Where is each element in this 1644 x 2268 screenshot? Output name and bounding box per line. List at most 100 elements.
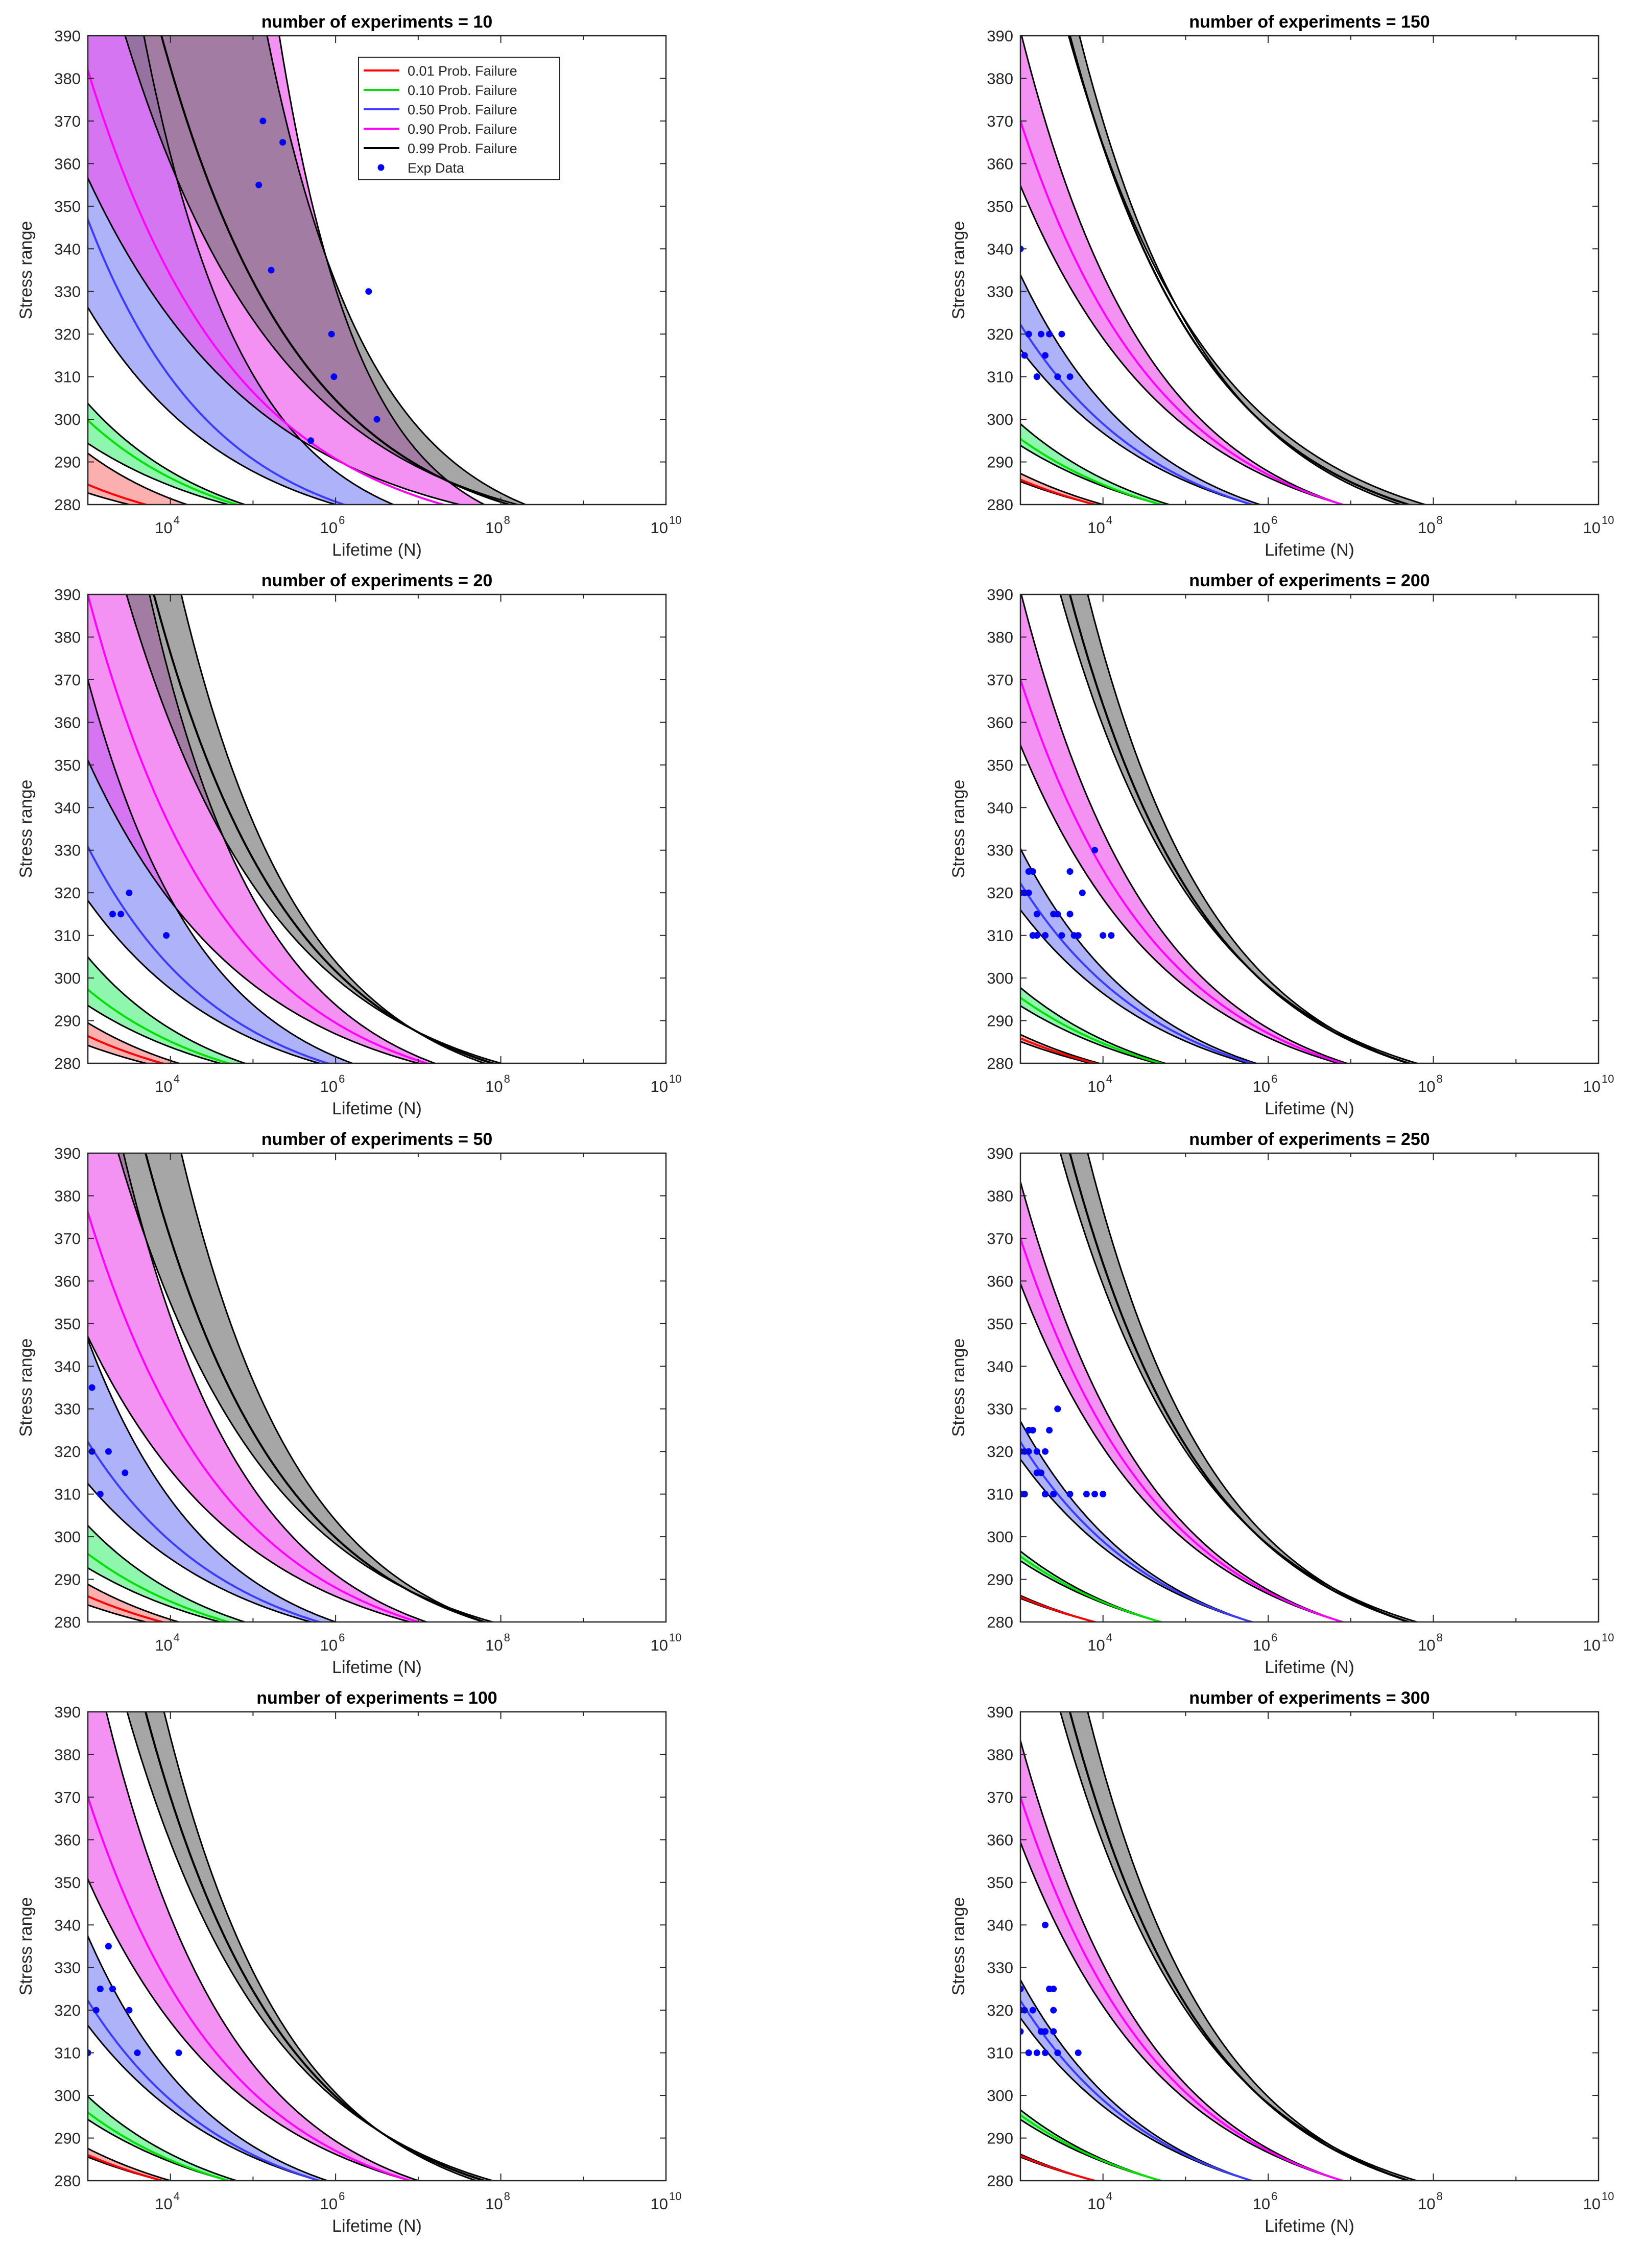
exp-data-point: [939, 1900, 945, 1907]
exp-data-point: [864, 1879, 871, 1885]
exp-data-point: [939, 1815, 945, 1822]
x-axis-label: Lifetime (N): [332, 540, 422, 560]
legend-label: 0.01 Prob. Failure: [408, 63, 517, 79]
x-tick-label: 10: [1418, 1636, 1435, 1654]
exp-data-point: [844, 1730, 850, 1736]
exp-data-point: [988, 1469, 995, 1476]
upper-bound-p50: [88, 899, 322, 1063]
exp-data-point: [939, 1900, 945, 1907]
y-tick-label: 300: [54, 1528, 81, 1546]
exp-data-point: [873, 1730, 879, 1736]
exp-data-point: [873, 160, 879, 167]
exp-data-point: [959, 1815, 966, 1822]
exp-data-point: [972, 288, 979, 295]
exp-data-point: [889, 741, 896, 747]
exp-data-point: [935, 182, 941, 188]
y-tick-label: 330: [987, 283, 1013, 301]
x-tick-label: 10: [485, 519, 503, 537]
exp-data-point: [0, 1922, 1, 1928]
exp-data-point: [972, 890, 979, 896]
exp-data-point: [43, 2028, 50, 2035]
exp-data-point: [901, 612, 908, 619]
exp-data-point: [864, 1815, 871, 1822]
exp-data-point: [881, 1858, 888, 1865]
y-tick-label: 320: [54, 325, 81, 343]
exp-data-point: [901, 1964, 908, 1971]
exp-data-point: [931, 267, 937, 274]
y-tick-label: 330: [987, 1959, 1013, 1977]
exp-data-point: [1000, 868, 1007, 875]
y-tick-label: 330: [987, 842, 1013, 860]
exp-data-point: [881, 1214, 888, 1221]
y-tick-label: 350: [987, 198, 1013, 216]
exp-data-point: [922, 1900, 929, 1907]
lower-bound-p90: [1020, 594, 1349, 1063]
exp-data-point: [893, 1900, 900, 1907]
exp-data-point: [889, 1214, 896, 1221]
x-tick-exponent: 8: [504, 1631, 510, 1644]
x-tick-label: 10: [1087, 2195, 1105, 2213]
band-p99: [1060, 1153, 1417, 1622]
exp-data-point: [901, 1214, 908, 1221]
exp-data-point: [914, 1363, 920, 1370]
exp-data-point: [881, 1836, 888, 1843]
exp-data-point: [992, 911, 999, 917]
y-tick-label: 350: [987, 1874, 1013, 1892]
subplot-title: number of experiments = 200: [1189, 571, 1429, 590]
exp-data-point: [1042, 1491, 1049, 1498]
exp-data-point: [35, 1986, 42, 1992]
x-tick-exponent: 8: [504, 2190, 510, 2203]
legend-label: 0.90 Prob. Failure: [408, 122, 517, 137]
exp-data-point: [893, 1214, 900, 1221]
x-tick-exponent: 8: [1437, 1072, 1443, 1085]
exp-data-point: [897, 1836, 904, 1843]
exp-data-point: [1009, 352, 1015, 359]
exp-data-point: [935, 1320, 941, 1327]
exp-data-point: [848, 1171, 854, 1178]
exp-data-point: [897, 1836, 904, 1843]
exp-data-point: [984, 1900, 991, 1907]
exp-data-point: [1005, 2028, 1011, 2035]
exp-data-point: [935, 203, 941, 209]
exp-data-point: [897, 1192, 904, 1199]
exp-data-point: [926, 160, 933, 167]
exp-data-point: [980, 1405, 987, 1412]
exp-data-point: [897, 203, 904, 209]
exp-data-point: [88, 1384, 96, 1391]
exp-data-point: [943, 160, 949, 167]
exp-data-point: [906, 634, 912, 640]
exp-data-point: [931, 1256, 937, 1263]
exp-data-point: [893, 1256, 900, 1263]
exp-data-point: [935, 224, 941, 231]
exp-data-point: [64, 868, 70, 875]
exp-data-point: [1100, 1491, 1107, 1498]
y-tick-label: 360: [54, 1272, 81, 1290]
upper-bound-p99: [1059, 594, 1420, 1063]
exp-data-point: [931, 1214, 937, 1221]
subplot-title: number of experiments = 300: [1189, 1688, 1429, 1708]
x-tick-exponent: 10: [669, 514, 681, 527]
exp-data-point: [931, 634, 937, 640]
exp-data-point: [64, 1986, 70, 1992]
exp-data-point: [951, 1794, 958, 1800]
exp-data-point: [947, 117, 954, 124]
exp-data-point: [996, 1986, 1003, 1992]
y-tick-label: 350: [987, 1315, 1013, 1333]
y-tick-label: 350: [54, 756, 81, 774]
exp-data-point: [819, 1235, 825, 1242]
exp-data-point: [939, 1986, 945, 1992]
exp-data-point: [963, 890, 970, 896]
exp-data-point: [22, 1320, 29, 1327]
y-axis-label: Stress range: [949, 780, 968, 878]
exp-data-point: [836, 634, 842, 640]
exp-data-point: [922, 761, 929, 768]
exp-data-point: [980, 1964, 987, 1971]
exp-data-point: [873, 1320, 879, 1327]
exp-data-point: [1025, 330, 1032, 338]
exp-data-point: [935, 75, 941, 82]
exp-data-point: [889, 1235, 896, 1242]
exp-data-point: [819, 612, 825, 619]
exp-data-point: [868, 612, 875, 619]
exp-data-point: [877, 1751, 884, 1758]
